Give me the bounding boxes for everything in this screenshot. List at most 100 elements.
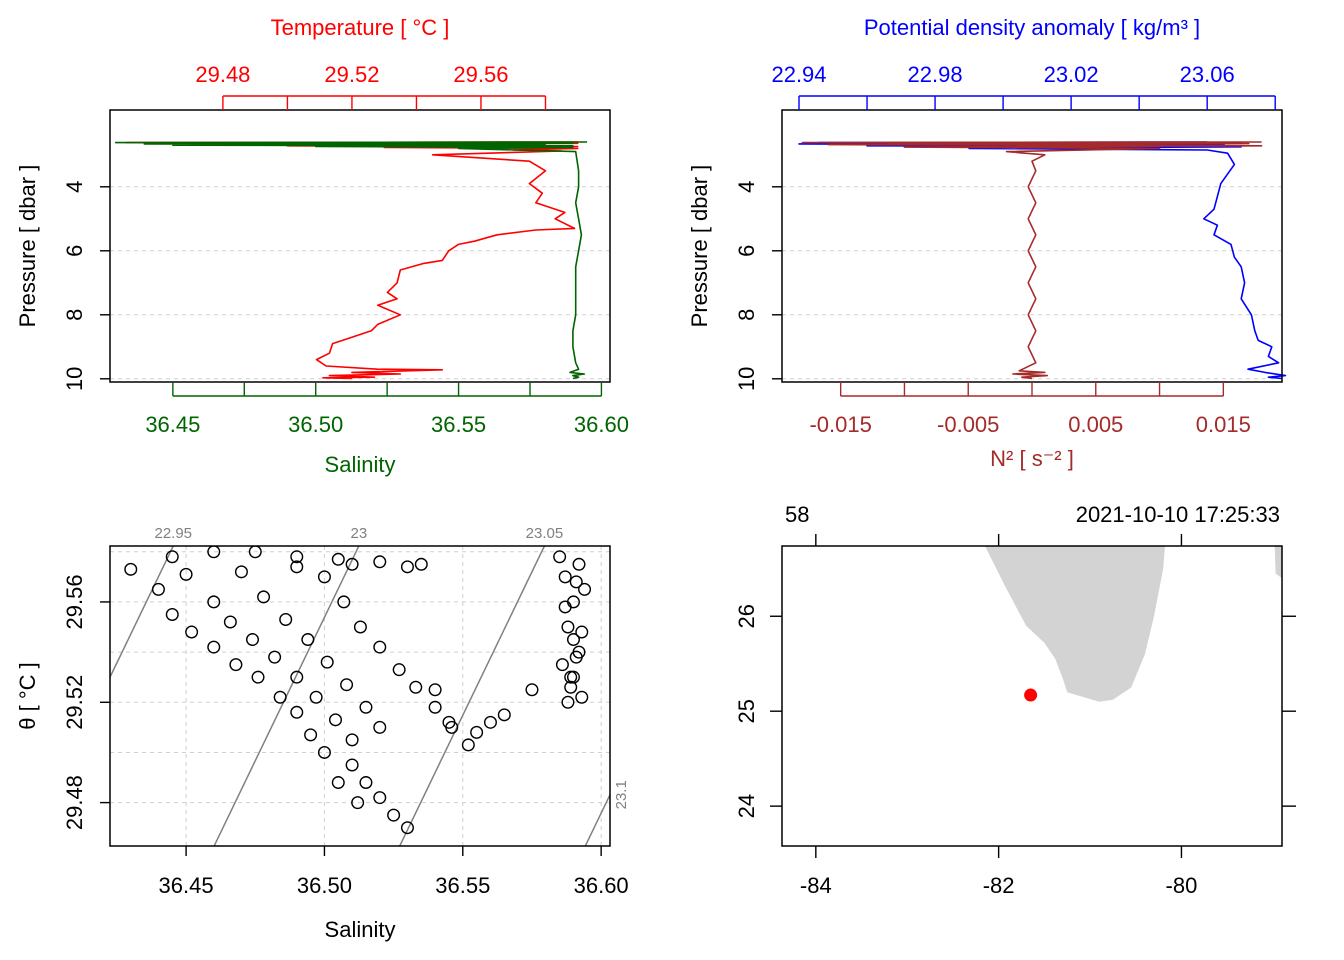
latitude-axis: 24 25 26 — [734, 604, 759, 818]
ts-point — [290, 705, 304, 719]
ts-point — [569, 650, 583, 664]
pressure-axis: 4 6 8 10 — [734, 181, 782, 391]
ts-point — [331, 552, 345, 566]
ts-point — [461, 738, 475, 752]
station-number: 58 — [785, 502, 809, 527]
longitude-tick-label: -84 — [800, 873, 832, 898]
salinity-tick-label: 36.45 — [145, 412, 200, 437]
ts-point — [359, 776, 373, 790]
pressure-tick-label: 10 — [734, 367, 759, 391]
pressure-tick-label: 6 — [734, 245, 759, 257]
ts-point — [268, 650, 282, 664]
ts-point — [223, 615, 237, 629]
ts-point — [525, 683, 539, 697]
theta-axis-title: θ [ °C ] — [15, 662, 40, 729]
density-profile-series — [798, 141, 1287, 380]
temperature-tick-label: 29.52 — [324, 62, 379, 87]
ts-point — [337, 595, 351, 609]
ts-point — [345, 733, 359, 747]
temperature-line — [125, 141, 579, 380]
ts-point — [165, 550, 179, 564]
ts-point — [329, 713, 343, 727]
ts-point — [373, 720, 387, 734]
longitude-tick-label: -80 — [1166, 873, 1198, 898]
ts-point — [207, 595, 221, 609]
pressure-tick-label: 4 — [734, 181, 759, 193]
ts-point — [317, 745, 331, 759]
ts-point — [400, 821, 414, 835]
theta-tick-label: 29.48 — [62, 775, 87, 830]
salinity-tick-label: 36.50 — [288, 412, 343, 437]
ts-point — [290, 560, 304, 574]
salinity-tick-label: 36.60 — [574, 873, 629, 898]
ts-profile-panel: 29.48 29.52 29.56 36.45 36.50 36.55 36.6… — [15, 15, 629, 477]
ts-point — [359, 700, 373, 714]
ts-point — [387, 808, 401, 822]
isopycnal-label: 22.95 — [154, 525, 192, 542]
ts-point — [340, 678, 354, 692]
ts-point — [373, 640, 387, 654]
station-time: 2021-10-10 17:25:33 — [1076, 502, 1280, 527]
ts-point — [428, 683, 442, 697]
station-map-panel: -84 -82 -80 24 25 26 58 2021-10-10 17:25… — [734, 502, 1296, 898]
n2-tick-label: 0.015 — [1196, 412, 1251, 437]
ts-point — [392, 663, 406, 677]
ts-point — [575, 690, 589, 704]
theta-axis: 29.48 29.52 29.56 — [62, 574, 110, 830]
ts-point — [234, 565, 248, 579]
density-profile-grid — [782, 186, 1282, 380]
ts-point — [470, 725, 484, 739]
pressure-tick-label: 8 — [734, 309, 759, 321]
ts-point — [578, 582, 592, 596]
ts-point — [558, 570, 572, 584]
longitude-axis: -84 -82 -80 — [800, 873, 1197, 898]
ts-point — [575, 625, 589, 639]
ts-point — [483, 715, 497, 729]
ts-point — [553, 550, 567, 564]
salinity-line — [114, 141, 588, 380]
salinity-axis-title: Salinity — [325, 452, 396, 477]
n2-axis-title: N² [ s⁻² ] — [990, 446, 1074, 471]
density-tick-label: 22.98 — [908, 62, 963, 87]
pressure-axis-title: Pressure [ dbar ] — [687, 165, 712, 328]
pressure-axis-title: Pressure [ dbar ] — [15, 165, 40, 328]
salinity-tick-label: 36.50 — [297, 873, 352, 898]
potential-density-anomaly-line — [798, 141, 1287, 380]
latitude-tick-label: 25 — [734, 699, 759, 723]
pressure-tick-label: 6 — [62, 245, 87, 257]
ts-point — [566, 633, 580, 647]
ts-point — [497, 708, 511, 722]
ts-profile-frame — [109, 109, 611, 383]
ts-diagram-panel: 22.95 23 23.05 23.1 36.45 36.50 36.55 36… — [15, 525, 630, 942]
ts-point — [353, 620, 367, 634]
ts-point — [185, 625, 199, 639]
ts-point — [207, 640, 221, 654]
temperature-axis-title: Temperature [ °C ] — [271, 15, 450, 40]
temperature-axis: 29.48 29.52 29.56 — [195, 62, 547, 110]
density-profile-panel: 22.94 22.98 23.02 23.06 -0.015 -0.005 0.… — [687, 15, 1287, 471]
density-tick-label: 23.06 — [1180, 62, 1235, 87]
n2-line — [801, 141, 1263, 380]
salinity-tick-label: 36.55 — [431, 412, 486, 437]
ts-point — [345, 758, 359, 772]
ts-point — [229, 658, 243, 672]
pressure-tick-label: 8 — [62, 309, 87, 321]
salinity-tick-label: 36.55 — [435, 873, 490, 898]
ts-point — [351, 796, 365, 810]
ts-point — [400, 560, 414, 574]
n2-tick-label: 0.005 — [1068, 412, 1123, 437]
temperature-tick-label: 29.56 — [453, 62, 508, 87]
latitude-tick-label: 26 — [734, 604, 759, 628]
ts-point — [304, 728, 318, 742]
temperature-tick-label: 29.48 — [195, 62, 250, 87]
ts-point — [414, 557, 428, 571]
longitude-tick-label: -82 — [983, 873, 1015, 898]
coastline-land — [984, 546, 1282, 702]
ts-point — [317, 570, 331, 584]
ts-point — [290, 550, 304, 564]
salinity-axis-title: Salinity — [325, 917, 396, 942]
isopycnal-lines — [110, 546, 610, 846]
ts-point — [124, 562, 138, 576]
isopycnal-labels: 22.95 23 23.05 23.1 — [154, 525, 630, 809]
n2-axis: -0.015 -0.005 0.005 0.015 — [809, 382, 1251, 437]
